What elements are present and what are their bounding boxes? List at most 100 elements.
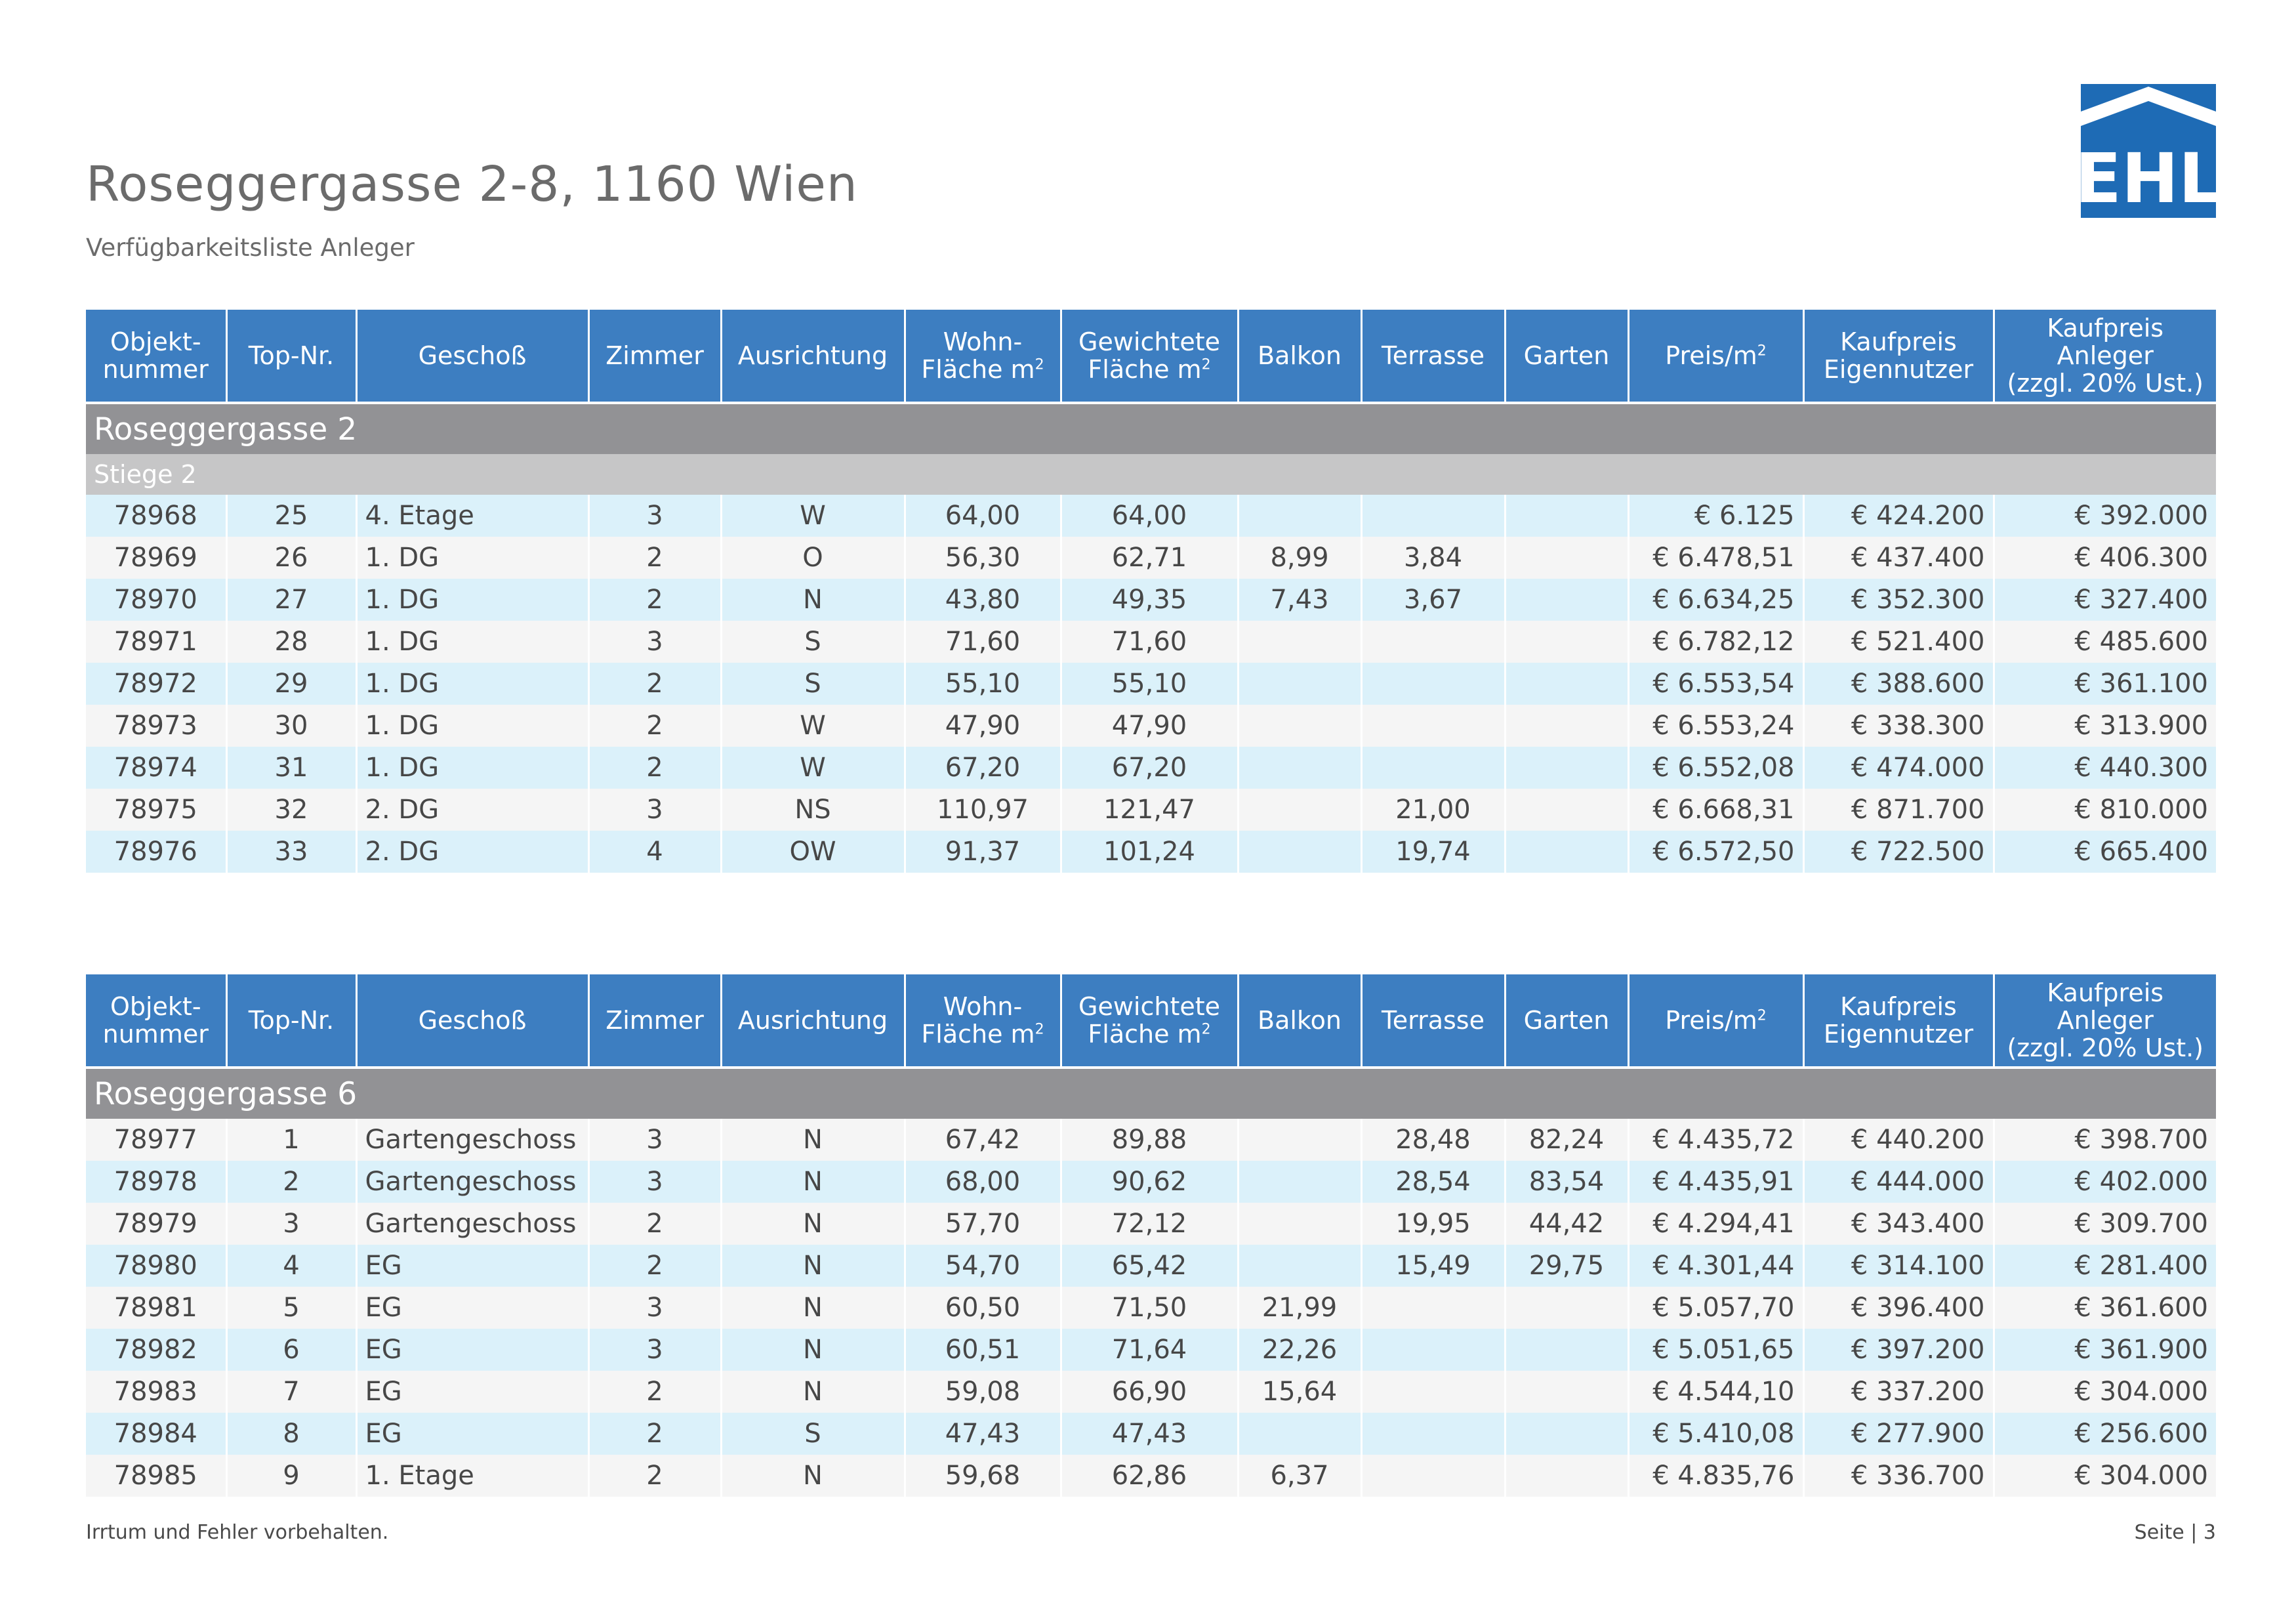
cell-kaufpreis-anleger: € 398.700 (1994, 1119, 2216, 1161)
cell-kaufpreis-anleger: € 440.300 (1994, 747, 2216, 789)
cell-kaufpreis-anleger: € 406.300 (1994, 537, 2216, 579)
cell-top-nr: 4 (226, 1245, 358, 1287)
cell-garten (1505, 621, 1630, 663)
table-row: 78984 8 EG 2 S 47,43 47,43 € 5.410,08 € 277.900 €… (86, 1413, 2216, 1455)
cell-objektnummer: 78975 (86, 789, 228, 831)
col-balkon: Balkon (1238, 310, 1363, 404)
cell-terrasse (1361, 621, 1506, 663)
cell-top-nr: 8 (226, 1413, 358, 1455)
col-kaufpreis-anleger: Kaufpreis Anleger (zzgl. 20% Ust.) (1994, 310, 2216, 404)
cell-preis-m2: € 4.835,76 (1628, 1455, 1805, 1497)
cell-wohnflaeche: 47,90 (905, 705, 1062, 747)
cell-geschoss: 2. DG (356, 831, 590, 873)
col-gewichtete-flaeche: Gewichtete Fläche m2 (1061, 310, 1239, 404)
cell-garten: 29,75 (1505, 1245, 1630, 1287)
availability-table-roseggergasse-6: Objekt-nummer Top-Nr. Geschoß Zimmer Aus… (86, 974, 2216, 1497)
cell-kaufpreis-anleger: € 392.000 (1994, 495, 2216, 537)
cell-balkon: 15,64 (1238, 1371, 1363, 1413)
cell-geschoss: 1. DG (356, 705, 590, 747)
cell-top-nr: 27 (226, 579, 358, 621)
cell-gewichtete-flaeche: 71,60 (1061, 621, 1239, 663)
cell-garten (1505, 1413, 1630, 1455)
cell-preis-m2: € 4.544,10 (1628, 1371, 1805, 1413)
cell-top-nr: 29 (226, 663, 358, 705)
col-preis-m2: Preis/m2 (1628, 974, 1805, 1069)
cell-top-nr: 9 (226, 1455, 358, 1497)
cell-wohnflaeche: 59,08 (905, 1371, 1062, 1413)
cell-zimmer: 3 (588, 789, 722, 831)
cell-gewichtete-flaeche: 66,90 (1061, 1371, 1239, 1413)
cell-ausrichtung: W (721, 495, 906, 537)
cell-kaufpreis-eigennutzer: € 521.400 (1803, 621, 1995, 663)
col-kaufpreis-eigennutzer: Kaufpreis Eigennutzer (1803, 974, 1995, 1069)
availability-table-roseggergasse-2: Objekt-nummer Top-Nr. Geschoß Zimmer Aus… (86, 310, 2216, 873)
cell-top-nr: 30 (226, 705, 358, 747)
cell-geschoss: Gartengeschoss (356, 1119, 590, 1161)
cell-kaufpreis-anleger: € 361.100 (1994, 663, 2216, 705)
cell-objektnummer: 78972 (86, 663, 228, 705)
cell-zimmer: 2 (588, 1371, 722, 1413)
cell-objektnummer: 78968 (86, 495, 228, 537)
cell-kaufpreis-anleger: € 281.400 (1994, 1245, 2216, 1287)
cell-wohnflaeche: 67,20 (905, 747, 1062, 789)
cell-top-nr: 1 (226, 1119, 358, 1161)
cell-kaufpreis-eigennutzer: € 474.000 (1803, 747, 1995, 789)
cell-objektnummer: 78981 (86, 1287, 228, 1329)
cell-kaufpreis-eigennutzer: € 424.200 (1803, 495, 1995, 537)
cell-wohnflaeche: 64,00 (905, 495, 1062, 537)
cell-garten (1505, 663, 1630, 705)
cell-kaufpreis-eigennutzer: € 336.700 (1803, 1455, 1995, 1497)
cell-top-nr: 6 (226, 1329, 358, 1371)
col-zimmer: Zimmer (588, 310, 722, 404)
cell-zimmer: 4 (588, 831, 722, 873)
cell-wohnflaeche: 60,50 (905, 1287, 1062, 1329)
table-row: 78972 29 1. DG 2 S 55,10 55,10 € 6.553,54 € 388.… (86, 663, 2216, 705)
table-row: 78976 33 2. DG 4 OW 91,37 101,24 19,74 € 6.572,5… (86, 831, 2216, 873)
cell-gewichtete-flaeche: 71,50 (1061, 1287, 1239, 1329)
page-title: Roseggergasse 2-8, 1160 Wien (86, 156, 858, 213)
col-preis-m2: Preis/m2 (1628, 310, 1805, 404)
cell-kaufpreis-anleger: € 256.600 (1994, 1413, 2216, 1455)
cell-zimmer: 3 (588, 495, 722, 537)
ehl-logo: EHL (2081, 84, 2216, 218)
cell-zimmer: 2 (588, 1413, 722, 1455)
cell-garten (1505, 1371, 1630, 1413)
table-row: 78975 32 2. DG 3 NS 110,97 121,47 21,00 € 6.668,… (86, 789, 2216, 831)
cell-top-nr: 5 (226, 1287, 358, 1329)
col-zimmer: Zimmer (588, 974, 722, 1069)
cell-geschoss: Gartengeschoss (356, 1161, 590, 1203)
cell-ausrichtung: N (721, 1203, 906, 1245)
cell-objektnummer: 78971 (86, 621, 228, 663)
cell-kaufpreis-eigennutzer: € 337.200 (1803, 1371, 1995, 1413)
table-row: 78980 4 EG 2 N 54,70 65,42 15,49 29,75 € 4.301,44… (86, 1245, 2216, 1287)
cell-gewichtete-flaeche: 67,20 (1061, 747, 1239, 789)
cell-balkon: 21,99 (1238, 1287, 1363, 1329)
table-header-row: Objekt-nummer Top-Nr. Geschoß Zimmer Aus… (86, 974, 2216, 1069)
cell-gewichtete-flaeche: 49,35 (1061, 579, 1239, 621)
cell-terrasse: 19,74 (1361, 831, 1506, 873)
cell-kaufpreis-eigennutzer: € 352.300 (1803, 579, 1995, 621)
cell-kaufpreis-eigennutzer: € 871.700 (1803, 789, 1995, 831)
cell-ausrichtung: O (721, 537, 906, 579)
cell-preis-m2: € 6.552,08 (1628, 747, 1805, 789)
cell-ausrichtung: N (721, 1371, 906, 1413)
cell-kaufpreis-eigennutzer: € 722.500 (1803, 831, 1995, 873)
cell-preis-m2: € 4.301,44 (1628, 1245, 1805, 1287)
cell-objektnummer: 78977 (86, 1119, 228, 1161)
cell-kaufpreis-anleger: € 361.900 (1994, 1329, 2216, 1371)
cell-preis-m2: € 6.572,50 (1628, 831, 1805, 873)
cell-zimmer: 2 (588, 705, 722, 747)
cell-balkon (1238, 1245, 1363, 1287)
cell-garten (1505, 1455, 1630, 1497)
cell-geschoss: 1. DG (356, 537, 590, 579)
cell-garten (1505, 495, 1630, 537)
cell-kaufpreis-eigennutzer: € 343.400 (1803, 1203, 1995, 1245)
cell-ausrichtung: W (721, 705, 906, 747)
cell-top-nr: 33 (226, 831, 358, 873)
cell-kaufpreis-anleger: € 485.600 (1994, 621, 2216, 663)
table-row: 78970 27 1. DG 2 N 43,80 49,35 7,43 3,67 € 6.634,… (86, 579, 2216, 621)
cell-preis-m2: € 6.634,25 (1628, 579, 1805, 621)
cell-balkon (1238, 747, 1363, 789)
cell-terrasse (1361, 1329, 1506, 1371)
cell-ausrichtung: S (721, 663, 906, 705)
